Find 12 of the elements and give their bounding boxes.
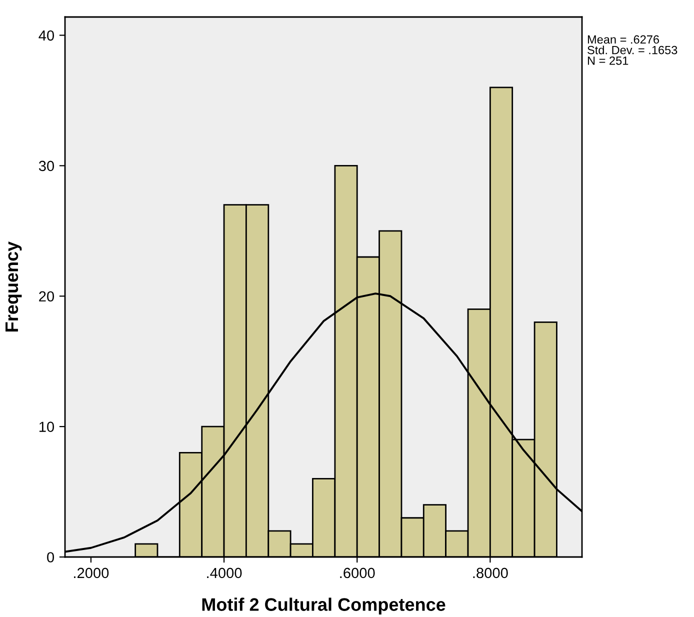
y-tick-label: 20 xyxy=(39,291,54,302)
x-axis-title: Motif 2 Cultural Competence xyxy=(202,598,446,615)
y-axis-title: Frequency xyxy=(6,241,22,332)
x-tick-label: .4000 xyxy=(207,568,242,578)
x-tick-label: .2000 xyxy=(74,568,109,578)
x-tick-label: .8000 xyxy=(473,568,508,578)
text: Mean = .6276 Std. Dev. = .1653 N = 251 xyxy=(588,35,678,65)
y-tick-label: 30 xyxy=(38,160,54,172)
x-tick-label: .6000 xyxy=(340,568,375,578)
y-tick-label: 0 xyxy=(47,552,54,562)
y-tick-label: 40 xyxy=(38,30,54,41)
y-tick-label: 10 xyxy=(39,422,54,432)
